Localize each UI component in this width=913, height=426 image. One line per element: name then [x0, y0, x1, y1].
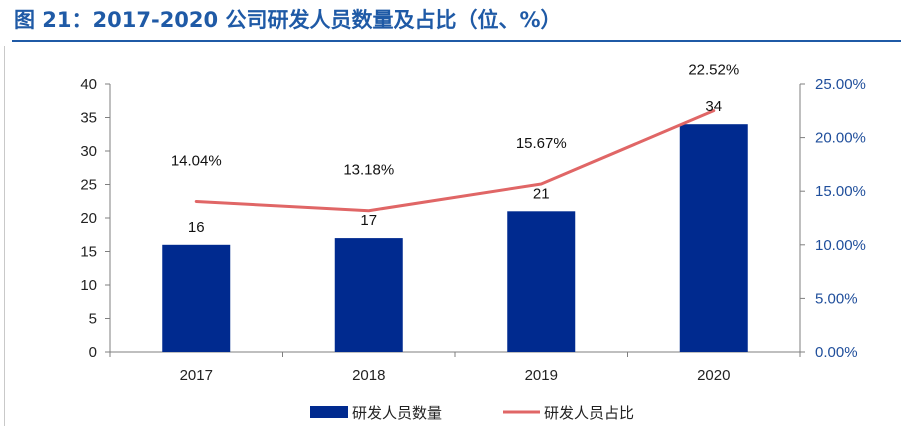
bar-series	[162, 124, 748, 352]
ratio-value-label: 15.67%	[516, 135, 567, 152]
bar-value-label: 17	[360, 212, 377, 229]
y-left-tick-label: 40	[80, 76, 97, 93]
legend-bar-label: 研发人员数量	[352, 404, 442, 422]
x-tick-label: 2020	[697, 367, 730, 384]
bar-2018	[334, 238, 403, 352]
bar-2017	[162, 244, 231, 352]
ratio-value-label: 13.18%	[343, 162, 394, 179]
y-left-tick-label: 0	[89, 344, 97, 361]
y-left-tick-label: 15	[80, 244, 97, 261]
bar-2020	[679, 124, 748, 352]
bar-value-label: 16	[188, 219, 205, 236]
ratio-value-label: 14.04%	[171, 152, 222, 169]
y-left-tick-label: 35	[80, 110, 97, 127]
bar-value-label: 21	[533, 185, 550, 202]
y-left-tick-label: 5	[89, 311, 97, 328]
y-right-tick-label: 5.00%	[815, 290, 858, 307]
figure-left-border	[4, 46, 5, 426]
x-tick-label: 2019	[525, 367, 558, 384]
data-labels: 16 17 21 34 14.04% 13.18% 15.67% 22.52%	[171, 62, 739, 236]
y-left-tick-label: 25	[80, 177, 97, 194]
figure-title: 图 21：2017-2020 公司研发人员数量及占比（位、%）	[14, 8, 562, 32]
legend-bar-swatch	[310, 406, 348, 418]
chart-axes: 0 5 10 15 20 25 30 35 40 0.00% 5.00% 10.00% 15.00% 20…	[80, 76, 866, 384]
ratio-line	[194, 109, 716, 213]
y-right-tick-label: 15.00%	[815, 183, 866, 200]
bar-2019	[507, 211, 576, 352]
y-left-tick-label: 30	[80, 143, 97, 160]
y-right-tick-label: 20.00%	[815, 130, 866, 147]
legend-line-label: 研发人员占比	[544, 404, 634, 422]
title-underline	[12, 40, 901, 42]
ratio-value-label: 22.52%	[688, 62, 739, 79]
y-left-tick-label: 20	[80, 210, 97, 227]
y-left-tick-label: 10	[80, 277, 97, 294]
legend: 研发人员数量 研发人员占比	[310, 404, 634, 422]
y-right-tick-label: 25.00%	[815, 76, 866, 93]
x-tick-label: 2018	[352, 367, 385, 384]
bar-value-label: 34	[705, 98, 722, 115]
x-tick-label: 2017	[180, 367, 213, 384]
y-right-tick-label: 10.00%	[815, 237, 866, 254]
y-right-tick-label: 0.00%	[815, 344, 858, 361]
line-series	[194, 109, 716, 213]
